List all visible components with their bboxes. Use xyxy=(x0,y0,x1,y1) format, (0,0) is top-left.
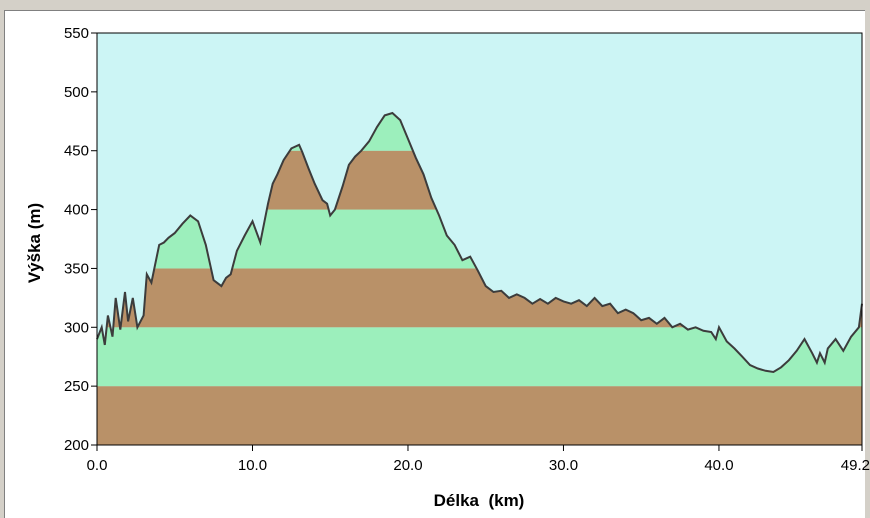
x-axis-ticks: 0.0 10.0 20.0 30.0 40.0 49.2 xyxy=(87,445,870,474)
y-tick-label: 500 xyxy=(64,84,89,101)
y-tick-label: 450 xyxy=(64,143,89,160)
y-tick-label: 300 xyxy=(64,319,89,336)
y-tick-label: 200 xyxy=(64,437,89,454)
y-axis-title: Výška (m) xyxy=(25,203,44,283)
y-axis-ticks: 200 250 300 350 400 450 500 550 xyxy=(64,25,97,454)
plot-border xyxy=(96,32,863,446)
y-tick-label: 350 xyxy=(64,260,89,277)
y-tick-label: 250 xyxy=(64,378,89,395)
x-tick-label: 49.2 xyxy=(841,457,870,474)
x-tick-label: 30.0 xyxy=(549,457,578,474)
x-tick-label: 20.0 xyxy=(393,457,422,474)
elevation-profile-line xyxy=(96,111,863,374)
x-tick-label: 40.0 xyxy=(704,457,733,474)
y-tick-label: 550 xyxy=(64,25,89,42)
x-tick-label: 0.0 xyxy=(87,457,108,474)
x-tick-label: 10.0 xyxy=(238,457,267,474)
y-tick-label: 400 xyxy=(64,202,89,219)
elevation-band xyxy=(97,386,862,445)
x-axis-title: Délka (km) xyxy=(434,491,525,510)
